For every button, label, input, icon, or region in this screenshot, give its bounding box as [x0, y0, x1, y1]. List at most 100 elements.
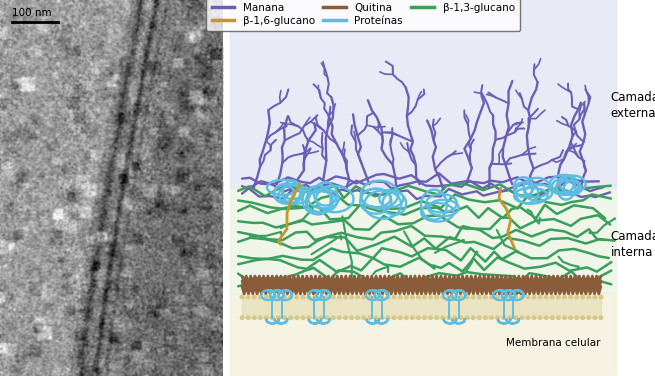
Circle shape	[435, 296, 438, 299]
Circle shape	[301, 316, 305, 320]
Circle shape	[514, 296, 517, 299]
Circle shape	[496, 316, 499, 320]
Circle shape	[405, 296, 408, 299]
Circle shape	[246, 316, 250, 320]
Circle shape	[271, 316, 274, 320]
Circle shape	[538, 296, 542, 299]
Circle shape	[459, 296, 463, 299]
Circle shape	[344, 316, 347, 320]
Circle shape	[502, 316, 506, 320]
Text: 100 nm: 100 nm	[12, 8, 52, 18]
Circle shape	[398, 296, 402, 299]
Circle shape	[533, 296, 536, 299]
Circle shape	[337, 296, 341, 299]
Circle shape	[392, 316, 396, 320]
Circle shape	[240, 316, 244, 320]
Circle shape	[362, 296, 365, 299]
Circle shape	[277, 296, 280, 299]
Text: Camada
interna: Camada interna	[610, 230, 655, 259]
Circle shape	[465, 296, 469, 299]
Circle shape	[472, 316, 475, 320]
Circle shape	[569, 296, 572, 299]
Circle shape	[490, 296, 493, 299]
Circle shape	[447, 316, 451, 320]
Circle shape	[563, 296, 566, 299]
Circle shape	[526, 296, 530, 299]
Circle shape	[295, 316, 299, 320]
Circle shape	[331, 296, 335, 299]
Circle shape	[307, 296, 310, 299]
Circle shape	[557, 316, 560, 320]
Circle shape	[459, 316, 463, 320]
Circle shape	[465, 316, 469, 320]
Circle shape	[344, 296, 347, 299]
Circle shape	[301, 296, 305, 299]
Circle shape	[392, 296, 396, 299]
Circle shape	[551, 296, 554, 299]
Circle shape	[320, 296, 323, 299]
Circle shape	[283, 316, 286, 320]
Circle shape	[441, 316, 445, 320]
Circle shape	[490, 316, 493, 320]
Circle shape	[386, 316, 390, 320]
Text: Camada
externa: Camada externa	[610, 91, 655, 120]
Circle shape	[477, 296, 481, 299]
Circle shape	[599, 316, 603, 320]
Circle shape	[599, 296, 603, 299]
Circle shape	[447, 296, 451, 299]
Circle shape	[374, 296, 377, 299]
Circle shape	[252, 296, 256, 299]
Circle shape	[587, 316, 591, 320]
Polygon shape	[231, 0, 616, 188]
Circle shape	[483, 296, 487, 299]
Circle shape	[483, 316, 487, 320]
Circle shape	[417, 316, 420, 320]
Circle shape	[313, 296, 317, 299]
Polygon shape	[242, 297, 601, 318]
Circle shape	[435, 316, 438, 320]
Circle shape	[356, 316, 360, 320]
Circle shape	[295, 296, 299, 299]
Circle shape	[520, 316, 523, 320]
Circle shape	[472, 296, 475, 299]
Circle shape	[368, 296, 371, 299]
Circle shape	[252, 316, 256, 320]
Circle shape	[581, 316, 584, 320]
Circle shape	[380, 296, 384, 299]
Circle shape	[538, 316, 542, 320]
Circle shape	[350, 316, 353, 320]
Circle shape	[502, 296, 506, 299]
Circle shape	[569, 316, 572, 320]
Circle shape	[356, 296, 360, 299]
Circle shape	[271, 296, 274, 299]
Legend: Manana, β-1,6-glucano, Quitina, Proteínas, β-1,3-glucano: Manana, β-1,6-glucano, Quitina, Proteína…	[206, 0, 520, 31]
Circle shape	[429, 316, 432, 320]
Circle shape	[307, 316, 310, 320]
Circle shape	[593, 316, 597, 320]
Text: Membrana celular: Membrana celular	[506, 338, 601, 349]
Circle shape	[368, 316, 371, 320]
Circle shape	[526, 316, 530, 320]
Circle shape	[581, 296, 584, 299]
Circle shape	[563, 316, 566, 320]
Circle shape	[593, 296, 597, 299]
Circle shape	[240, 296, 244, 299]
Circle shape	[508, 316, 512, 320]
Circle shape	[575, 296, 578, 299]
Circle shape	[265, 316, 268, 320]
Circle shape	[508, 296, 512, 299]
Circle shape	[320, 316, 323, 320]
Circle shape	[277, 316, 280, 320]
Circle shape	[313, 316, 317, 320]
Circle shape	[289, 296, 292, 299]
Circle shape	[331, 316, 335, 320]
Circle shape	[453, 316, 457, 320]
Circle shape	[441, 296, 445, 299]
Circle shape	[405, 316, 408, 320]
Circle shape	[289, 316, 292, 320]
Circle shape	[520, 296, 523, 299]
Circle shape	[587, 296, 591, 299]
Circle shape	[259, 316, 262, 320]
Circle shape	[362, 316, 365, 320]
Circle shape	[557, 296, 560, 299]
